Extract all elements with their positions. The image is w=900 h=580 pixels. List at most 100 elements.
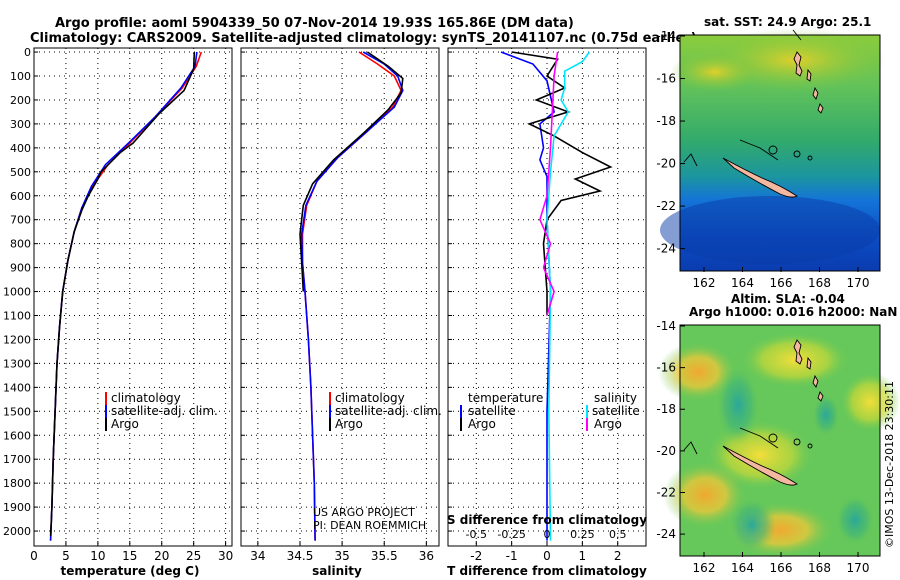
- temperature-panel: 0 5 10 15 20 25 30 temperature (deg C) climato…: [30, 47, 233, 578]
- legend-climatology-label: climatology: [111, 391, 181, 405]
- lat-tick-label: -14: [656, 29, 676, 43]
- credit-project: US ARGO PROJECT: [313, 506, 415, 519]
- x-tick-label: 36: [419, 549, 434, 563]
- difference-grid: [448, 48, 646, 546]
- lon-tick-label: 170: [847, 276, 870, 290]
- pressure-tick-label: 800: [10, 238, 31, 251]
- series-line-satellite-adj-clim-: [49, 51, 198, 541]
- x-tick-label: 35: [334, 549, 349, 563]
- sst-lat-ticks: -14 -16 -18 -20 -22 -24: [656, 29, 685, 256]
- pressure-axis: 0 100 200 300 400 500 600 700 800 900 1000 1100 1200…: [3, 46, 31, 538]
- figure-title-line1: Argo profile: aoml 5904339_50 07-Nov-201…: [55, 16, 574, 31]
- lat-tick-label: -20: [656, 157, 676, 171]
- sla-low-patch: [812, 393, 840, 437]
- pressure-tick-label: 1300: [3, 357, 31, 370]
- pressure-tick-label: 1100: [3, 310, 31, 323]
- lon-tick-label: 166: [770, 276, 793, 290]
- pressure-tick-label: 700: [10, 214, 31, 227]
- lat-tick-label: -24: [656, 527, 676, 541]
- series-line-climatology: [49, 51, 203, 541]
- legend-satellite-label: satellite-adj. clim.: [111, 404, 218, 418]
- series-line-argo: [299, 51, 404, 292]
- temperature-grid: [33, 48, 232, 546]
- lon-tick-label: 162: [693, 561, 716, 575]
- pressure-tick-label: 1800: [3, 477, 31, 490]
- difference-legend: temperature satellite Argo salinity sate…: [460, 391, 640, 431]
- x-tick-label: 1: [579, 549, 587, 563]
- lon-tick-label: 166: [770, 561, 793, 575]
- pressure-tick-label: 1000: [3, 286, 31, 299]
- sla-map-frame: [679, 324, 881, 557]
- sla-low-patch: [835, 494, 875, 546]
- x-tick-label: 0: [30, 549, 38, 563]
- lon-tick-label: 170: [847, 561, 870, 575]
- sst-cool-patch: [660, 196, 880, 264]
- imos-stamp: ©IMOS 13-Dec-2018 23:30:11: [883, 381, 896, 548]
- sla-lat-ticks: -14 -16 -18 -20 -22 -24: [656, 319, 685, 541]
- pressure-tick-label: 1400: [3, 381, 31, 394]
- s-tick-label: -0.25: [497, 528, 525, 541]
- x-tick-label: 2: [614, 549, 622, 563]
- x-tick-label: 10: [90, 549, 105, 563]
- series-line-argo: [49, 51, 196, 536]
- lon-tick-label: 168: [808, 561, 831, 575]
- lon-tick-label: 164: [731, 276, 754, 290]
- sst-lon-ticks: 162 164 166 168 170: [693, 267, 870, 290]
- sst-map-frame: [679, 34, 881, 272]
- lat-tick-label: -22: [656, 485, 676, 499]
- x-tick-label: 25: [186, 549, 201, 563]
- lon-tick-label: 168: [808, 276, 831, 290]
- series-line-climatology: [301, 51, 402, 541]
- salinity-legend: climatology satellite-adj. clim. Argo: [329, 391, 442, 431]
- sla-low-patch: [716, 365, 760, 445]
- difference-x-ticks: -2 -1 0 1 2: [470, 541, 622, 563]
- sst-map: sat. SST: 24.9 Argo: 25.1 -14 -16 -18 -20 -2…: [656, 15, 885, 290]
- lat-tick-label: -18: [656, 114, 676, 128]
- s-difference-xlabel: S difference from climatology: [447, 513, 647, 527]
- salinity-grid: [241, 48, 439, 546]
- salinity-panel: 34 34.5 35 35.5 36 salinity climatology sate…: [240, 47, 442, 578]
- lat-tick-label: -22: [656, 199, 676, 213]
- s-tick-label: 0.25: [570, 528, 595, 541]
- x-tick-label: 15: [122, 549, 137, 563]
- lat-tick-label: -20: [656, 444, 676, 458]
- pressure-tick-label: 200: [10, 94, 31, 107]
- s-difference-ticks: -0.5 -0.25 0 0.25 0.5: [466, 528, 627, 541]
- salinity-x-ticks: 34 34.5 35 35.5 36: [250, 541, 434, 563]
- salinity-xlabel: salinity: [312, 564, 362, 578]
- difference-series: [500, 51, 613, 541]
- s-tick-label: -0.5: [466, 528, 487, 541]
- lat-tick-label: -16: [656, 72, 676, 86]
- pressure-tick-label: 600: [10, 190, 31, 203]
- sst-map-title: sat. SST: 24.9 Argo: 25.1: [704, 15, 871, 29]
- x-tick-label: 34.5: [287, 549, 314, 563]
- x-tick-label: 5: [62, 549, 70, 563]
- s-tick-label: 0.5: [609, 528, 627, 541]
- temperature-series: [49, 51, 203, 541]
- temperature-x-ticks: 0 5 10 15 20 25 30: [30, 541, 233, 563]
- lat-tick-label: -24: [656, 242, 676, 256]
- series-line-temperature-argo: [511, 51, 613, 316]
- legend-argo-label: Argo: [111, 417, 139, 431]
- legend-climatology-label: climatology: [335, 391, 405, 405]
- sla-map: Altim. SLA: -0.04 Argo h1000: 0.016 h200…: [656, 292, 900, 575]
- series-line-temperature-satellite: [500, 51, 555, 541]
- x-tick-label: 30: [218, 549, 233, 563]
- x-tick-label: 20: [154, 549, 169, 563]
- pressure-tick-label: 0: [24, 46, 31, 59]
- lat-tick-label: -18: [656, 402, 676, 416]
- pressure-tick-label: 1700: [3, 453, 31, 466]
- sla-low-patch: [728, 497, 776, 553]
- sla-map-title-1: Altim. SLA: -0.04: [731, 292, 845, 306]
- figure-title-line2: Climatology: CARS2009. Satellite-adjuste…: [30, 31, 697, 46]
- sla-high-patch: [740, 332, 850, 388]
- temperature-xlabel: temperature (deg C): [61, 564, 200, 578]
- legend-sal-argo-label: Argo: [594, 417, 622, 431]
- pressure-tick-label: 1900: [3, 501, 31, 514]
- credit-pi: PI: DEAN ROEMMICH: [313, 519, 426, 532]
- x-tick-label: -2: [470, 549, 482, 563]
- sla-high-patch: [658, 342, 738, 402]
- pressure-tick-label: 300: [10, 118, 31, 131]
- series-line-satellite-adj-clim-: [300, 51, 404, 541]
- legend-sal-satellite-label: satellite: [592, 404, 640, 418]
